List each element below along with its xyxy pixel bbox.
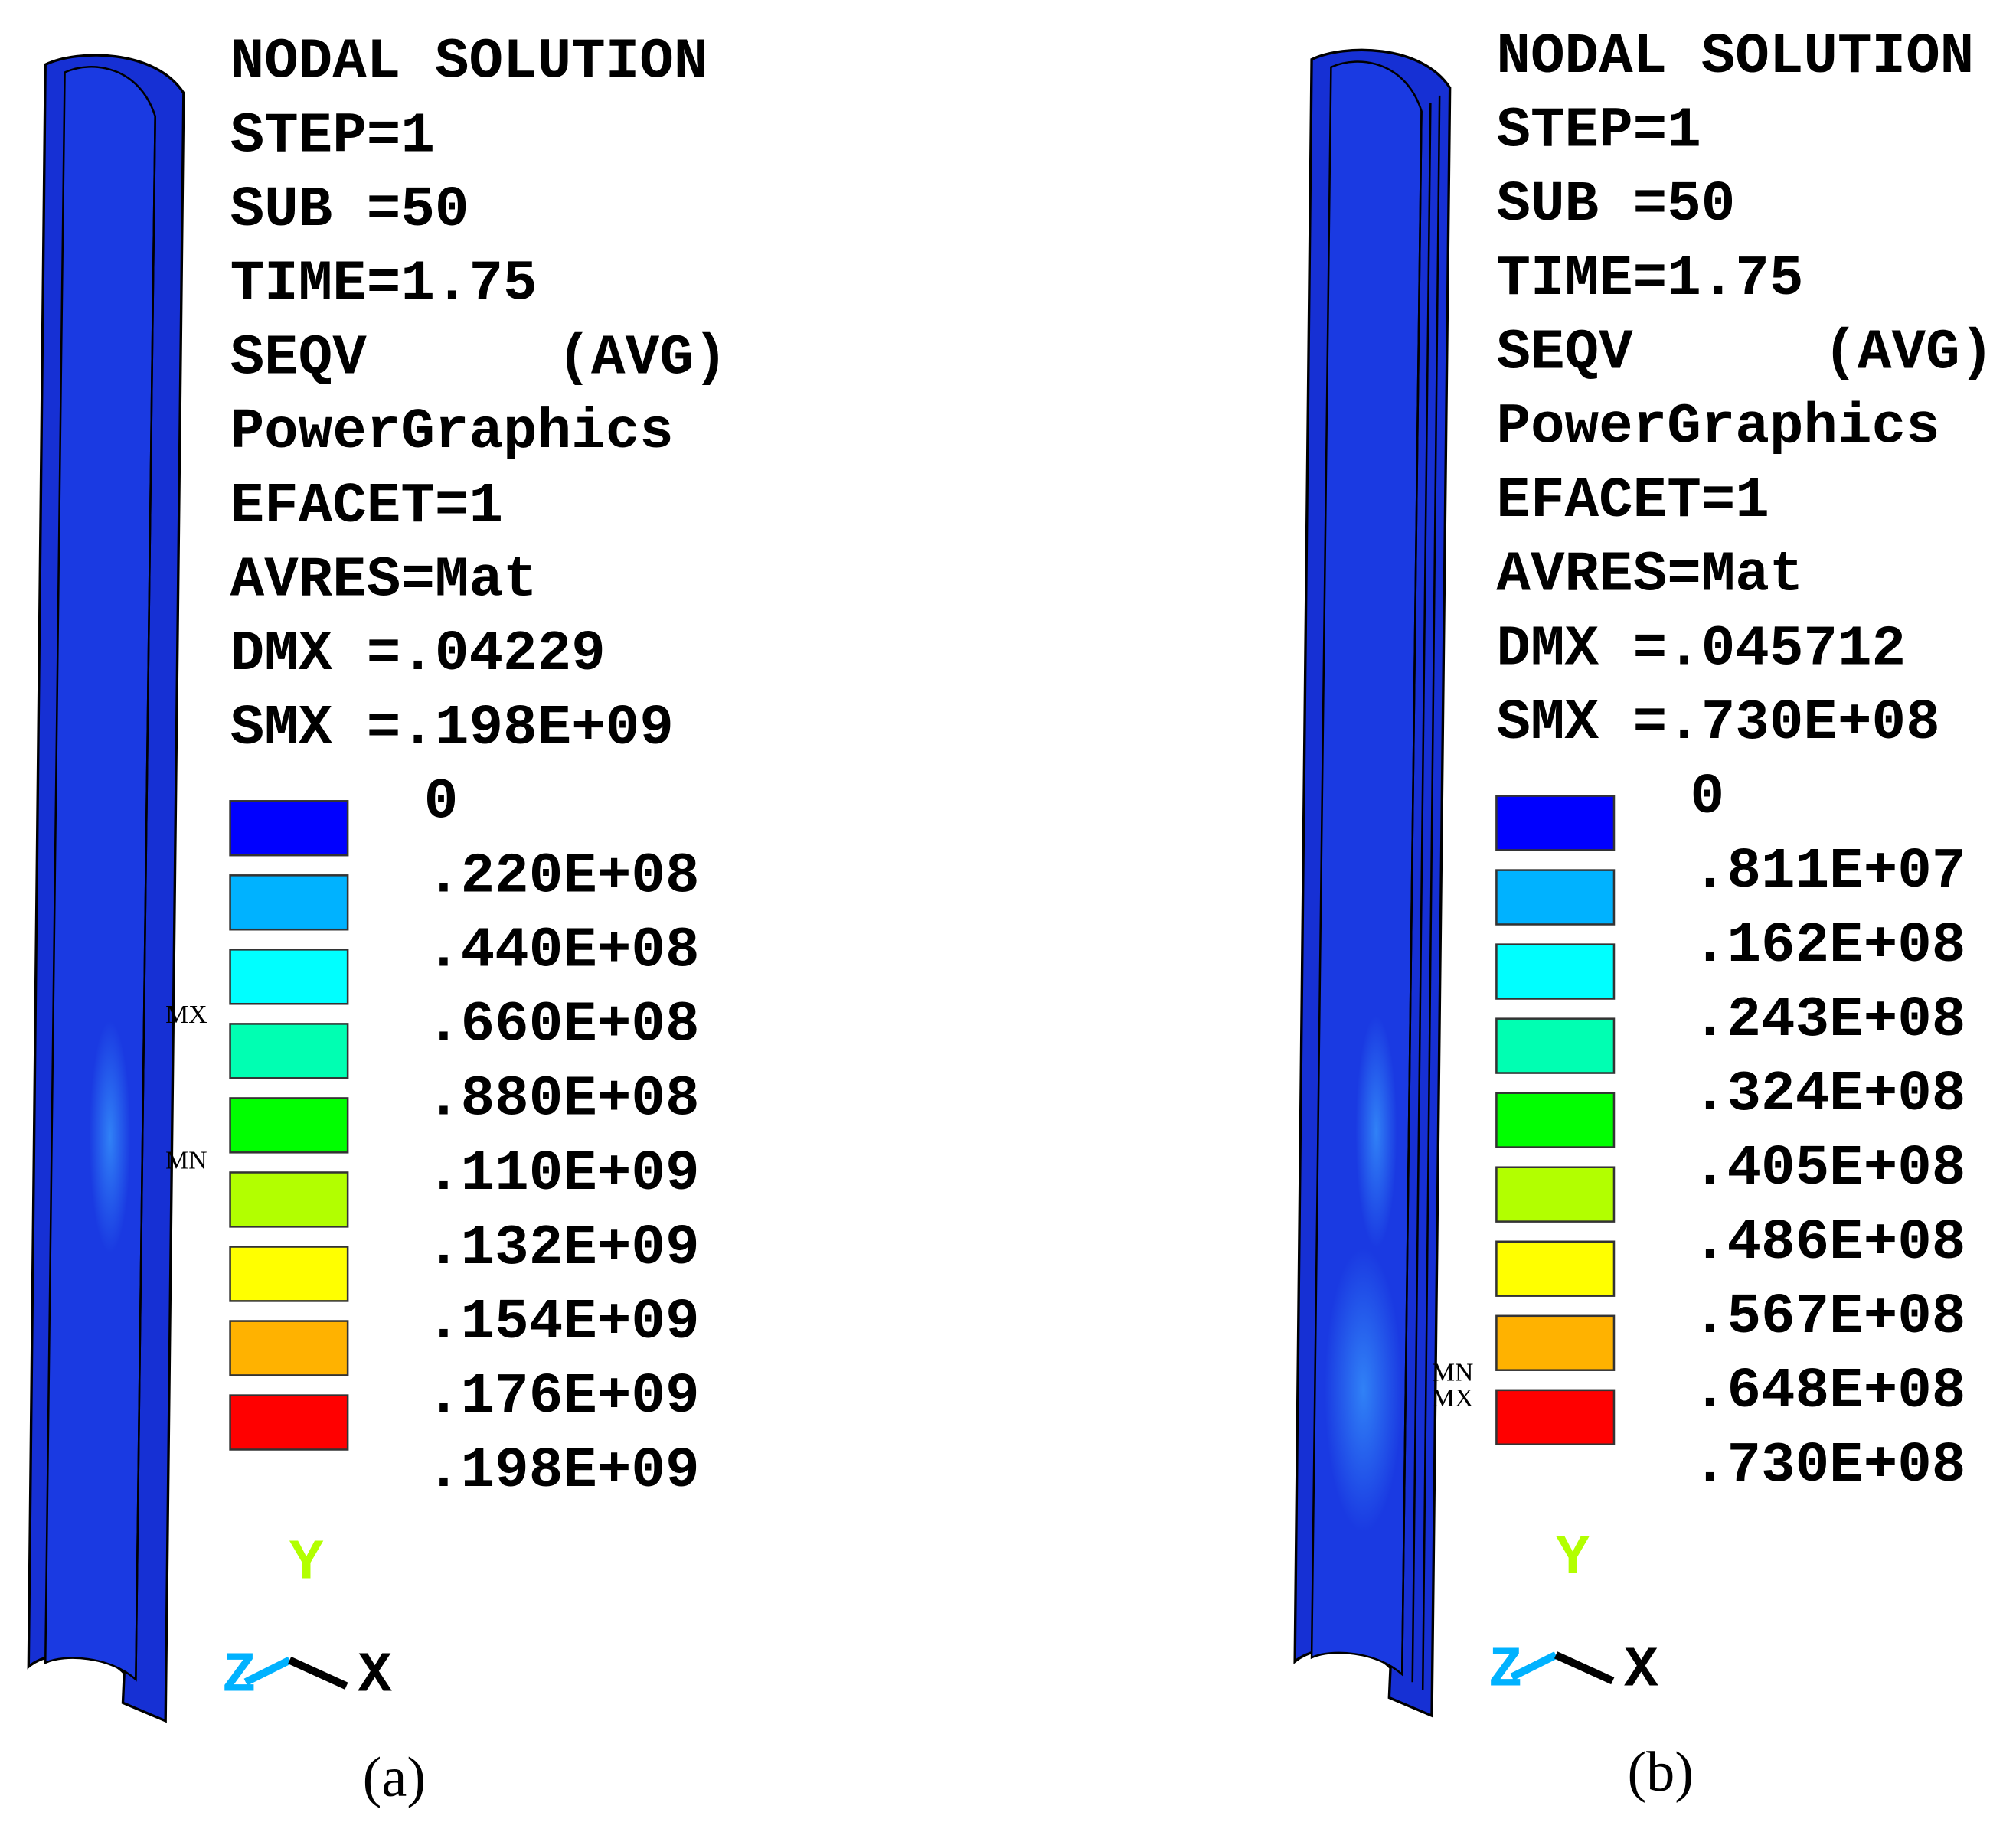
caption: (a) (363, 1746, 426, 1809)
legend-label: .162E+08 (1693, 914, 1965, 978)
header-line: AVRES=Mat (1496, 544, 1803, 608)
legend-swatch (1495, 1314, 1616, 1371)
legend-swatch (229, 1320, 349, 1376)
header-line: STEP=1 (230, 104, 435, 168)
legend-swatch (229, 1023, 349, 1079)
header-line: SMX =.730E+08 (1496, 691, 1939, 756)
tube-edge (1411, 103, 1432, 1683)
legend-label: .730E+08 (1693, 1434, 1965, 1498)
legend-swatch (1495, 1240, 1616, 1297)
header-line: NODAL SOLUTION (1496, 25, 1974, 90)
axis-x (1554, 1651, 1615, 1685)
axis-x (288, 1656, 348, 1690)
legend-label: .324E+08 (1693, 1063, 1965, 1127)
stress-spot (1324, 1248, 1403, 1533)
header-line: TIME=1.75 (230, 253, 537, 317)
legend-label: .132E+09 (426, 1216, 699, 1281)
legend-swatch (1495, 1017, 1616, 1074)
stress-spot (89, 1020, 131, 1253)
header-line: SUB =50 (1496, 173, 1735, 237)
legend-swatch (1495, 1166, 1616, 1223)
legend-swatch (1495, 795, 1616, 851)
header-line: DMX =.04229 (230, 622, 606, 687)
marker-label: MN (1432, 1358, 1473, 1386)
legend-label: 0 (1691, 766, 1725, 830)
legend-label: .880E+08 (426, 1068, 699, 1132)
legend-label: .660E+08 (426, 994, 699, 1058)
header-line: SUB =50 (230, 178, 469, 243)
avg-tag: (AVG) (557, 326, 727, 390)
legend-label: .110E+09 (426, 1142, 699, 1207)
legend-label: .154E+09 (426, 1291, 699, 1355)
legend-label: .648E+08 (1693, 1360, 1965, 1424)
axis-label: Z (1488, 1639, 1523, 1703)
caption: (b) (1627, 1741, 1694, 1804)
axis-label: Z (222, 1644, 256, 1708)
legend-label: .486E+08 (1693, 1211, 1965, 1275)
legend-swatch (229, 1097, 349, 1154)
legend-label: .567E+08 (1693, 1285, 1965, 1350)
legend-label: .440E+08 (426, 919, 699, 984)
legend-swatch (229, 1246, 349, 1302)
legend-label: .198E+09 (426, 1439, 699, 1504)
legend-swatch (229, 874, 349, 931)
avg-tag: (AVG) (1823, 322, 1994, 386)
axis-label: Y (289, 1532, 324, 1596)
marker-label: MN (165, 1147, 207, 1175)
header-line: EFACET=1 (1496, 469, 1769, 534)
header-line: STEP=1 (1496, 100, 1701, 164)
header-line: TIME=1.75 (1496, 247, 1803, 312)
marker-label: MX (165, 1001, 207, 1029)
axis-z (243, 1657, 292, 1686)
header-line: EFACET=1 (230, 475, 503, 539)
legend-swatch (1495, 1092, 1616, 1148)
header-line: SMX =.198E+09 (230, 697, 674, 761)
axis-label: X (1624, 1639, 1658, 1703)
header-line: PowerGraphics (230, 400, 674, 465)
legend-swatch (1495, 1389, 1616, 1445)
legend-swatch (229, 949, 349, 1005)
marker-label: MX (1432, 1384, 1473, 1412)
legend-swatch (1495, 869, 1616, 926)
header-line: SEQV (230, 326, 368, 390)
legend-label: .176E+09 (426, 1365, 699, 1429)
header-line: DMX =.045712 (1496, 617, 1906, 681)
axis-z (1510, 1651, 1558, 1681)
axis-label: X (358, 1644, 392, 1708)
header-line: NODAL SOLUTION (230, 31, 708, 95)
legend-swatch (229, 1394, 349, 1451)
tube-edge (1400, 111, 1423, 1675)
header-line: PowerGraphics (1496, 395, 1939, 459)
legend-swatch (229, 800, 349, 857)
tube-edge (135, 116, 156, 1680)
header-line: AVRES=Mat (230, 549, 537, 613)
stress-spot (1355, 1015, 1397, 1249)
legend-label: .220E+08 (426, 845, 699, 909)
legend-swatch (229, 1171, 349, 1228)
legend-label: .243E+08 (1693, 988, 1965, 1053)
header-line: SEQV (1496, 322, 1633, 386)
tube-edge (1421, 95, 1441, 1690)
legend-label: .405E+08 (1693, 1137, 1965, 1201)
panel: NODAL SOLUTION STEP=1 SUB =50 TIME=1.75 SEQV… (1293, 25, 1994, 1804)
axis-label: Y (1556, 1527, 1590, 1591)
legend-label: .811E+07 (1693, 840, 1965, 904)
legend-label: 0 (424, 771, 459, 835)
panel: NODAL SOLUTION STEP=1 SUB =50 TIME=1.75 SEQV… (27, 31, 727, 1809)
legend-swatch (1495, 943, 1616, 1000)
